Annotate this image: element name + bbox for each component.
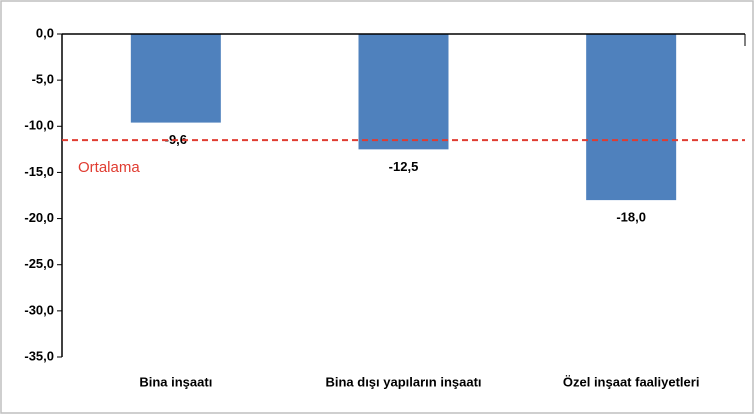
y-tick-label: -10,0: [24, 118, 54, 133]
value-label: -12,5: [389, 159, 419, 174]
x-tick-label: Bina dışı yapıların inşaatı: [325, 374, 481, 389]
x-tick-label: Bina inşaatı: [139, 374, 212, 389]
y-tick-label: -30,0: [24, 302, 54, 317]
y-tick-label: -35,0: [24, 348, 54, 363]
y-tick-label: 0,0: [36, 25, 54, 40]
x-tick-label: Özel inşaat faaliyetleri: [563, 374, 700, 389]
bar: [130, 34, 221, 123]
y-tick-label: -20,0: [24, 210, 54, 225]
bar: [586, 34, 677, 201]
value-label: -18,0: [616, 210, 646, 225]
y-tick-label: -25,0: [24, 256, 54, 271]
y-tick-label: -15,0: [24, 164, 54, 179]
y-tick-label: -5,0: [32, 72, 54, 87]
reference-label: Ortalama: [78, 159, 140, 176]
bar: [358, 34, 449, 150]
